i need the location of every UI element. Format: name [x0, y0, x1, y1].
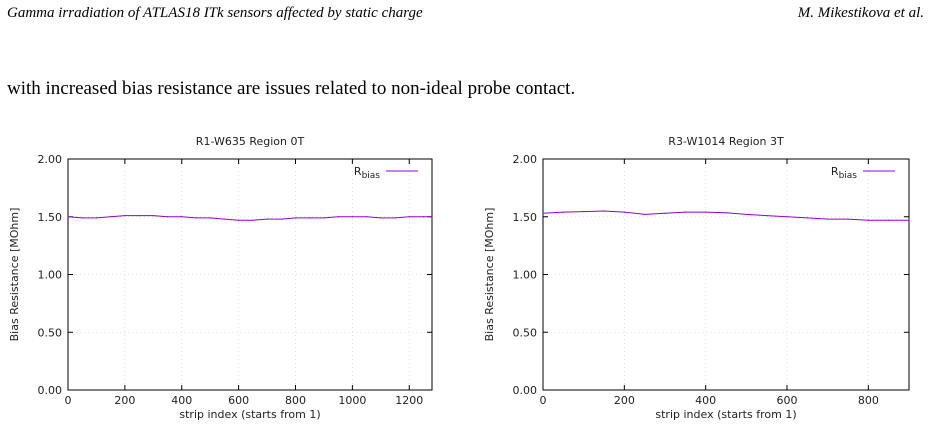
x-axis-label: strip index (starts from 1) [179, 408, 320, 421]
data-point [583, 210, 585, 213]
data-point [431, 216, 433, 218]
bias-resistance-chart-left: R1-W635 Region 0T 0.00 0.50 1.00 1.50 2.00 0 20… [0, 130, 460, 427]
data-point [309, 217, 311, 219]
data-point [422, 216, 425, 218]
chart-title: R1-W635 Region 0T [196, 135, 305, 148]
data-point [867, 219, 869, 221]
data-point [266, 218, 268, 220]
legend-label: Rbias [831, 165, 857, 181]
x-tick-label: 1000 [338, 394, 366, 407]
x-tick-label: 200 [114, 394, 135, 407]
x-tick-label: 400 [695, 394, 716, 407]
data-point [294, 217, 297, 219]
data-point [705, 211, 707, 213]
y-tick-label: 1.00 [513, 269, 538, 282]
x-tick-label: 400 [171, 394, 192, 407]
data-point [223, 218, 226, 220]
x-tick-label: 1200 [395, 394, 423, 407]
y-axis-label: Bias Resistance [MOhm] [8, 208, 21, 342]
data-point [380, 217, 382, 219]
x-tick-label: 0 [65, 394, 72, 407]
data-point [786, 216, 788, 218]
data-point [152, 214, 154, 217]
body-paragraph: with increased bias resistance are issue… [7, 78, 576, 99]
data-point [623, 211, 625, 213]
data-point [908, 219, 910, 221]
data-point [323, 217, 325, 219]
data-point [745, 213, 747, 216]
y-tick-label: 0.00 [513, 384, 538, 397]
x-tick-label: 0 [540, 394, 547, 407]
chart-left-svg: R1-W635 Region 0T 0.00 0.50 1.00 1.50 2.00 0 20… [8, 135, 433, 421]
x-tick-label: 800 [858, 394, 879, 407]
data-point [166, 216, 169, 218]
data-point [110, 216, 112, 218]
y-tick-label: 1.50 [38, 211, 63, 224]
data-point [408, 216, 410, 218]
running-header-title: Gamma irradiation of ATLAS18 ITk sensors… [7, 5, 423, 21]
x-tick-label: 200 [614, 394, 635, 407]
data-point [684, 211, 686, 213]
x-tick-label: 800 [285, 394, 306, 407]
data-point [888, 219, 890, 221]
data-point [603, 210, 605, 212]
plot-frame [542, 158, 910, 391]
data-point [766, 214, 768, 217]
y-tick-label: 0.50 [513, 326, 538, 339]
x-tick-label: 600 [777, 394, 798, 407]
y-tick-label: 2.00 [38, 153, 63, 166]
bias-resistance-chart-right: R3-W1014 Region 3T 0.00 0.50 1.00 1.50 2.00 0 2… [475, 130, 930, 427]
running-header-authors: M. Mikestikova et al. [797, 5, 924, 21]
data-point [562, 211, 564, 213]
data-point [365, 216, 368, 218]
chart-right-svg: R3-W1014 Region 3T 0.00 0.50 1.00 1.50 2.00 0 2… [483, 135, 910, 421]
data-point [644, 213, 646, 216]
data-point [238, 219, 240, 221]
data-point [394, 217, 396, 219]
x-tick-label: 600 [228, 394, 249, 407]
data-point [95, 217, 98, 219]
data-point [195, 217, 197, 219]
data-point [725, 212, 727, 214]
y-tick-label: 2.00 [513, 153, 538, 166]
x-axis-label: strip index (starts from 1) [655, 408, 796, 421]
series-line-rbias [67, 215, 432, 221]
y-axis-label: Bias Resistance [MOhm] [483, 208, 496, 342]
chart-title: R3-W1014 Region 3T [668, 135, 784, 148]
data-point [181, 216, 183, 218]
data-point [827, 218, 829, 220]
legend-label: Rbias [354, 165, 380, 181]
y-tick-label: 0.00 [38, 384, 63, 397]
data-point [81, 217, 83, 219]
data-point [847, 218, 849, 220]
data-point [337, 216, 339, 218]
y-tick-label: 1.00 [38, 269, 63, 282]
data-point [252, 219, 254, 221]
data-point [351, 216, 353, 218]
data-point [806, 217, 808, 219]
y-tick-label: 1.50 [513, 211, 538, 224]
data-point [67, 216, 69, 218]
y-tick-label: 0.50 [38, 326, 63, 339]
data-point [664, 212, 666, 214]
data-point [124, 214, 126, 217]
data-point [209, 217, 211, 219]
data-point [542, 212, 544, 214]
plot-frame [67, 158, 433, 391]
data-point [138, 214, 140, 217]
data-point [280, 218, 282, 220]
